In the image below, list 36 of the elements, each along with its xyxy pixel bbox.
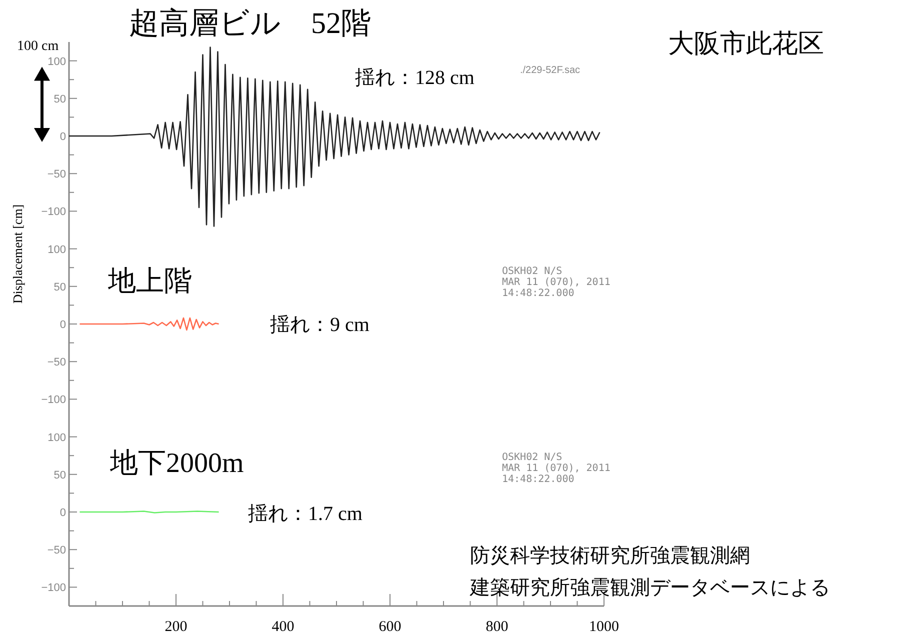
y-tick-label: −50 bbox=[47, 168, 66, 181]
y-tick-label: −100 bbox=[41, 394, 66, 406]
y-axis-title: Displacement [cm] bbox=[10, 204, 25, 304]
line-series bbox=[68, 46, 600, 227]
y-tick-label: 100 bbox=[48, 244, 66, 256]
x-tick-label: 800 bbox=[486, 619, 508, 635]
line-series bbox=[79, 317, 220, 331]
y-tick-label: 100 bbox=[48, 432, 66, 444]
annotation: 建築研究所強震観測データベースによる bbox=[469, 577, 830, 599]
annotation: OSKH02 N/S MAR 11 (070), 2011 14:48:22.000 bbox=[502, 266, 610, 299]
annotation: 防災科学技術研究所強震観測網 bbox=[470, 545, 750, 567]
y-tick-label: 0 bbox=[60, 131, 66, 143]
y-tick-label: 50 bbox=[54, 93, 66, 106]
y-tick-label: −50 bbox=[47, 356, 66, 369]
annotation: OSKH02 N/S MAR 11 (070), 2011 14:48:22.000 bbox=[502, 452, 610, 485]
annotation: ./229-52F.sac bbox=[520, 65, 580, 76]
annotation: 揺れ：128 cm bbox=[355, 67, 475, 89]
y-tick-label: −100 bbox=[41, 206, 66, 218]
text: 地下2000m bbox=[109, 448, 244, 479]
y-tick-label: 50 bbox=[54, 281, 66, 294]
y-tick-label: 50 bbox=[54, 469, 66, 482]
annotation: 揺れ：1.7 cm bbox=[248, 503, 363, 525]
chart-title: 超高層ビル 52階 bbox=[129, 7, 371, 40]
y-tick-label: 0 bbox=[60, 507, 66, 519]
y-tick-label: −100 bbox=[41, 582, 66, 594]
y-tick-label: −50 bbox=[47, 544, 66, 557]
x-tick-label: 1000 bbox=[589, 619, 619, 635]
y-tick-label: 0 bbox=[60, 319, 66, 331]
text: 100 cm bbox=[17, 39, 59, 54]
text: 地上階 bbox=[107, 266, 192, 297]
text: 大阪市此花区 bbox=[668, 28, 824, 58]
annotation: 揺れ：9 cm bbox=[270, 314, 370, 336]
x-tick-label: 600 bbox=[378, 619, 402, 635]
x-tick-label: 200 bbox=[164, 619, 188, 635]
y-tick-label: 100 bbox=[48, 56, 66, 68]
x-tick-label: 400 bbox=[272, 619, 294, 635]
